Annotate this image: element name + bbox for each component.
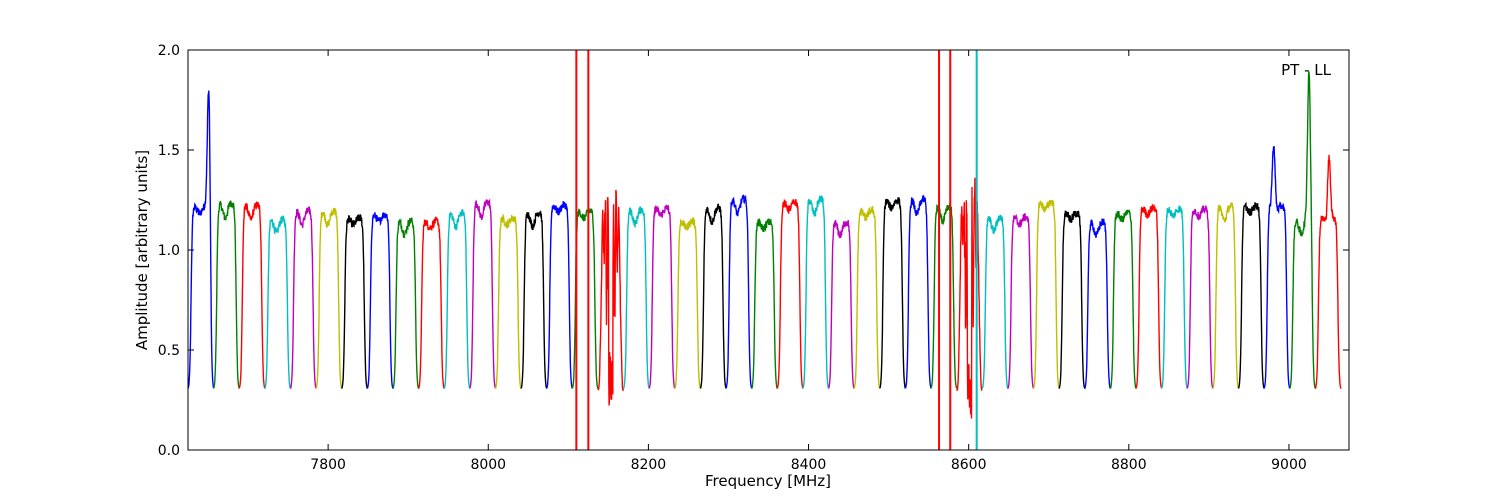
channel-series-line bbox=[443, 209, 471, 389]
channel-series-line bbox=[289, 206, 317, 389]
channel-series-line bbox=[904, 194, 932, 389]
x-tick-label: 8400 bbox=[791, 457, 827, 473]
y-tick-label: 0.0 bbox=[158, 443, 180, 459]
x-tick-label: 8200 bbox=[631, 457, 667, 473]
channel-series-line bbox=[930, 203, 958, 389]
channel-series-line bbox=[546, 201, 573, 389]
channel-series-line bbox=[802, 195, 830, 389]
channel-series-line bbox=[494, 213, 522, 389]
channel-series-line bbox=[1032, 199, 1060, 389]
channel-series-line bbox=[1007, 213, 1035, 389]
channel-series-line bbox=[1109, 209, 1137, 389]
channel-series-line bbox=[1212, 201, 1240, 389]
channel-series-line bbox=[392, 217, 420, 389]
channel-series-line bbox=[879, 197, 907, 389]
channel-series-line bbox=[1289, 71, 1317, 389]
x-axis-label: Frequency [MHz] bbox=[705, 472, 831, 490]
x-tick-label: 7800 bbox=[310, 457, 346, 473]
channel-series-line bbox=[264, 215, 292, 389]
channel-series-line bbox=[315, 207, 343, 389]
channel-series-line bbox=[520, 209, 548, 389]
y-tick-label: 1.0 bbox=[158, 243, 180, 259]
channel-series-line bbox=[1263, 145, 1291, 389]
channel-series-line bbox=[1186, 205, 1214, 389]
channel-series-line bbox=[699, 203, 727, 389]
channel-series-line bbox=[469, 198, 497, 389]
y-tick-label: 0.5 bbox=[158, 343, 180, 359]
ticks-layer: 7800 8000 8200 8400 8600 8800 9000 0.0 0.5 1.0 1.5… bbox=[158, 43, 1349, 473]
panel-annotation: PT - LL bbox=[1281, 61, 1332, 79]
channel-series-line bbox=[853, 205, 881, 389]
channel-series-line bbox=[1237, 201, 1265, 389]
y-tick-label: 2.0 bbox=[158, 43, 180, 59]
channel-series-line bbox=[417, 216, 445, 389]
channel-series-line bbox=[827, 219, 855, 389]
y-tick-label: 1.5 bbox=[158, 143, 180, 159]
x-tick-label: 9000 bbox=[1271, 457, 1307, 473]
x-tick-label: 8800 bbox=[1111, 457, 1147, 473]
channel-series-line bbox=[725, 194, 753, 389]
channel-series-line bbox=[341, 213, 369, 389]
channel-series-line bbox=[776, 199, 804, 389]
channel-series-line bbox=[1160, 205, 1188, 389]
x-tick-label: 8000 bbox=[470, 457, 506, 473]
x-tick-label: 8600 bbox=[951, 457, 987, 473]
channel-series-line bbox=[1135, 203, 1163, 389]
channel-series-line bbox=[366, 212, 394, 389]
channel-series-line bbox=[187, 90, 215, 389]
channel-series-line bbox=[751, 217, 778, 389]
channel-series-line bbox=[1084, 218, 1112, 389]
channel-series-line bbox=[622, 206, 650, 389]
channel-series-line bbox=[212, 200, 240, 389]
channel-series-line bbox=[981, 214, 1009, 389]
channel-series-line bbox=[1058, 210, 1086, 389]
plot-frame bbox=[187, 49, 1350, 451]
y-axis-label: Amplitude [arbitrary units] bbox=[133, 150, 151, 350]
channel-series-line bbox=[1314, 154, 1342, 389]
channel-series-line bbox=[238, 201, 266, 389]
channel-series-line bbox=[956, 177, 983, 419]
channel-series-line bbox=[597, 189, 624, 406]
channel-series-line bbox=[674, 217, 702, 389]
series-layer bbox=[187, 50, 1342, 450]
channel-series-line bbox=[648, 204, 676, 389]
